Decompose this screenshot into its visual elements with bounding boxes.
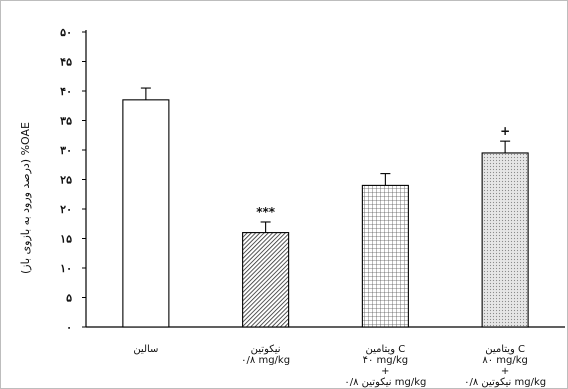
y-tick-label: ۰	[66, 321, 72, 334]
bar	[481, 152, 529, 328]
y-tick-label: ۳۵	[60, 115, 72, 128]
category-label: سالین	[133, 344, 158, 355]
bar	[361, 184, 409, 328]
y-tick-label: ۲۰	[60, 203, 72, 216]
significance-marker: +	[500, 124, 510, 138]
significance-marker: ***	[256, 205, 276, 219]
y-tick-label: ۳۰	[60, 144, 72, 157]
y-tick-label: ۱۵	[60, 233, 72, 246]
y-tick-label: ۴۰	[60, 85, 72, 98]
category-label-line: نیکوتین	[251, 344, 281, 355]
bars: *** +	[122, 87, 529, 328]
category-label-line: +	[381, 366, 389, 377]
category-label-line: ۰/۸ mg/kg	[241, 355, 290, 366]
bar	[122, 99, 170, 328]
category-label-line: ویتامین C	[485, 344, 525, 355]
y-tick-label: ۴۵	[60, 56, 72, 69]
category-label-line: نیکوتین ۰/۸ mg/kg	[464, 377, 546, 388]
y-tick-label: ۲۵	[60, 174, 72, 187]
category-label-line: ویتامین C	[365, 344, 405, 355]
bar	[242, 232, 290, 328]
bar-group	[122, 87, 170, 328]
y-tick-label: ۵	[66, 292, 72, 305]
category-label: ویتامین C۴۰ mg/kg+نیکوتین ۰/۸ mg/kg	[344, 344, 426, 388]
category-label-line: ۴۰ mg/kg	[363, 355, 409, 366]
y-tick-label: ۵۰	[60, 26, 72, 39]
bar-group: +	[481, 124, 529, 328]
category-label-line: سالین	[133, 344, 158, 355]
bar-group: ***	[242, 205, 290, 328]
y-axis-ticks: ۰ ۵ ۱۰ ۱۵ ۲۰ ۲۵ ۳۰ ۳۵ ۴۰ ۴۵ ۵۰	[60, 26, 86, 334]
y-axis-label: OAE% (درصد ورود به بازوی باز)	[19, 122, 32, 274]
y-tick-label: ۱۰	[60, 262, 72, 275]
category-label-line: نیکوتین ۰/۸ mg/kg	[344, 377, 426, 388]
category-label: ویتامین C۸۰ mg/kg+نیکوتین ۰/۸ mg/kg	[464, 344, 546, 388]
bar-group	[361, 173, 409, 328]
category-label-line: +	[501, 366, 509, 377]
category-label-line: ۸۰ mg/kg	[482, 355, 528, 366]
